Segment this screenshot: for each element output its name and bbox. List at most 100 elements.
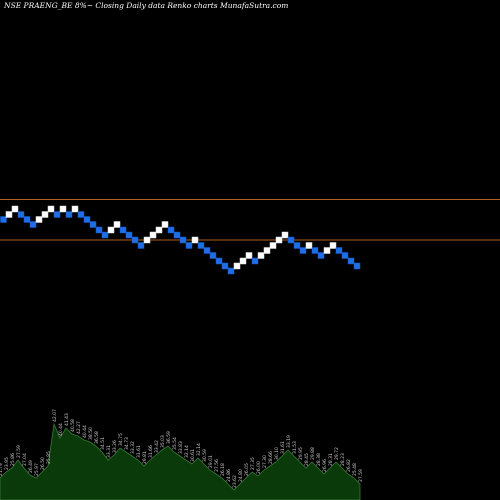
renko-brick-up: [245, 252, 253, 259]
renko-brick-down: [227, 267, 235, 275]
renko-brick-up: [11, 205, 19, 213]
renko-brick-up: [41, 211, 49, 218]
bottom-value-label: 30.10: [274, 447, 280, 460]
renko-brick-down: [23, 216, 31, 223]
renko-brick-up: [239, 257, 247, 265]
bottom-value-label: 27.04: [22, 453, 28, 466]
bottom-value-label: 27.35: [250, 457, 256, 470]
bottom-value-label: 34.51: [100, 437, 106, 450]
bottom-value-label: 42.27: [76, 421, 82, 434]
bottom-value-label: 29.95: [298, 447, 304, 460]
bottom-value-label: 31.66: [148, 445, 154, 458]
renko-brick-down: [119, 226, 127, 234]
bottom-value-label: 31.53: [292, 441, 298, 454]
bottom-value-label: 21.79: [0, 463, 4, 476]
bottom-value-label: 26.18: [220, 463, 226, 476]
renko-brick-up: [281, 231, 289, 239]
bottom-value-label: 29.88: [310, 447, 316, 460]
bottom-value-label: 40.58: [70, 419, 76, 432]
bottom-value-label: 32.14: [196, 443, 202, 456]
bottom-value-label: 33.19: [286, 435, 292, 448]
renko-brick-up: [275, 236, 283, 244]
bottom-value-label: 31.61: [280, 441, 286, 454]
renko-brick-down: [65, 211, 73, 218]
bottom-value-label: 41.43: [64, 413, 70, 426]
renko-brick-down: [341, 252, 349, 259]
renko-brick-up: [47, 205, 55, 213]
renko-brick-up: [35, 216, 43, 223]
renko-brick-up: [143, 236, 151, 244]
renko-brick-down: [77, 211, 85, 218]
renko-brick-up: [59, 205, 67, 213]
renko-brick-up: [305, 242, 313, 249]
renko-brick-down: [311, 247, 319, 254]
bottom-value-label: 40.44: [58, 423, 64, 436]
renko-brick-up: [269, 242, 277, 249]
renko-brick-down: [299, 247, 307, 254]
renko-brick-down: [131, 236, 139, 244]
renko-brick-up: [191, 236, 199, 244]
renko-brick-down: [53, 211, 61, 218]
renko-brick-up: [107, 226, 115, 234]
bottom-value-label: 30.59: [202, 449, 208, 462]
bottom-value-label: 29.81: [142, 451, 148, 464]
renko-brick-down: [293, 242, 301, 249]
bottom-value-label: 25.48: [352, 463, 358, 476]
chart-title: NSE PRAENG_BE 8%~ Closing Daily data Ren…: [4, 1, 289, 10]
bottom-value-label: 35.54: [172, 437, 178, 450]
bottom-value-label: 30.61: [190, 449, 196, 462]
bottom-value-label: 27.56: [214, 459, 220, 472]
bottom-value-label: 26.05: [244, 463, 250, 476]
bottom-value-label: 26.49: [28, 460, 34, 473]
renko-brick-up: [161, 221, 169, 228]
renko-brick-up: [113, 221, 121, 228]
renko-brick-down: [83, 216, 91, 223]
renko-brick-down: [89, 221, 97, 228]
bottom-value-label: 27.59: [358, 469, 364, 482]
bottom-value-label: 24.86: [226, 469, 232, 482]
bottom-value-label: 27.59: [16, 445, 22, 458]
renko-brick-down: [95, 226, 103, 234]
bottom-area: [0, 422, 361, 500]
renko-brick-down: [221, 262, 229, 270]
renko-brick-down: [29, 221, 37, 228]
bottom-value-label: 28.31: [328, 453, 334, 466]
bottom-value-label: 33.42: [154, 440, 160, 453]
bottom-value-label: 26.50: [40, 457, 46, 470]
renko-brick-down: [209, 252, 217, 259]
bottom-value-label: 33.26: [112, 440, 118, 453]
renko-brick-down: [197, 242, 205, 249]
bottom-value-label: 29.72: [334, 447, 340, 460]
renko-brick-down: [335, 247, 343, 254]
renko-brick-up: [257, 252, 265, 259]
renko-brick-up: [263, 247, 271, 254]
renko-brick-down: [0, 216, 7, 223]
bottom-value-label: 25.85: [46, 451, 52, 464]
bottom-value-label: 33.31: [106, 445, 112, 458]
renko-brick-up: [71, 205, 79, 213]
bottom-value-label: 28.66: [268, 451, 274, 464]
bottom-value-label: 25.97: [34, 463, 40, 476]
renko-brick-up: [233, 262, 241, 270]
bottom-value-label: 40.44: [82, 425, 88, 438]
renko-brick-down: [101, 231, 109, 239]
bottom-value-label: 29.01: [208, 455, 214, 468]
renko-brick-down: [17, 211, 25, 218]
renko-brick-up: [149, 231, 157, 239]
bottom-value-label: 26.00: [256, 461, 262, 474]
bottom-value-label: 38.50: [88, 427, 94, 440]
bottom-value-label: 26.96: [322, 459, 328, 472]
bottom-value-label: 27.30: [262, 455, 268, 468]
bottom-value-label: 36.59: [166, 431, 172, 444]
bottom-value-label: 28.38: [316, 453, 322, 466]
renko-brick-down: [317, 252, 325, 259]
renko-brick-down: [125, 231, 133, 239]
renko-brick-down: [167, 226, 175, 234]
bottom-value-label: 35.03: [160, 435, 166, 448]
bottom-value-label: 34.73: [124, 437, 130, 450]
renko-brick-down: [287, 236, 295, 244]
renko-brick-down: [251, 257, 259, 265]
renko-brick-up: [329, 242, 337, 249]
